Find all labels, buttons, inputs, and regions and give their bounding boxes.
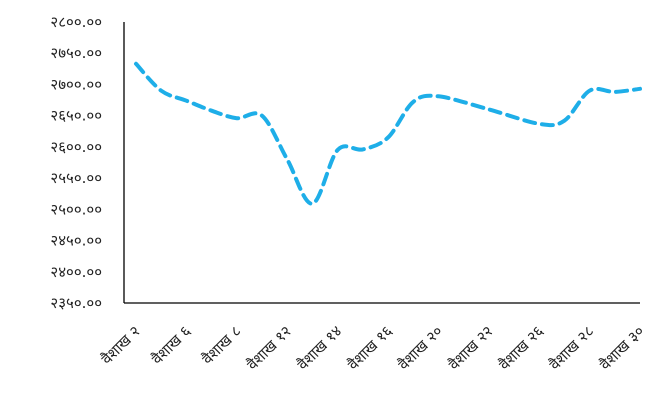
x-tick-label: वैशाख २० <box>395 322 447 374</box>
y-tick-label: २७००.०० <box>50 75 102 93</box>
y-tick-label: २५००.०० <box>50 200 102 218</box>
y-tick-label: २८००.०० <box>50 13 102 31</box>
x-tick-label: वैशाख २६ <box>495 322 547 374</box>
x-tick-label: वैशाख १४ <box>294 322 346 374</box>
x-axis-ticks: वैशाख २ वैशाख ६ वैशाख ८वैशाख १२वैशाख १४वैश… <box>98 322 648 374</box>
series-layer <box>134 61 642 206</box>
y-axis-ticks: २३५०.०० २४००.०० २४५०.०० २५००.०० २५५०.०० २६००.… <box>50 13 102 312</box>
series-line <box>134 61 642 206</box>
y-tick-label: २४५०.०० <box>50 232 102 250</box>
y-tick-label: २६००.०० <box>50 138 102 156</box>
x-tick-label: वैशाख २२ <box>445 322 497 374</box>
x-tick-label: वैशाख २ <box>98 322 144 368</box>
x-tick-label: वैशाख ३० <box>596 322 648 374</box>
y-tick-label: २४००.०० <box>50 263 102 281</box>
x-tick-label: वैशाख १२ <box>243 322 295 374</box>
y-tick-label: २५५०.०० <box>50 169 102 187</box>
y-tick-label: २७५०.०० <box>50 44 102 62</box>
x-tick-label: वैशाख ८ <box>198 322 244 368</box>
x-tick-label: वैशाख ६ <box>148 322 194 368</box>
x-tick-label: वैशाख २८ <box>546 322 598 374</box>
y-tick-label: २६५०.०० <box>50 107 102 125</box>
x-tick-label: वैशाख १६ <box>344 322 396 374</box>
y-tick-label: २३५०.०० <box>50 294 102 312</box>
